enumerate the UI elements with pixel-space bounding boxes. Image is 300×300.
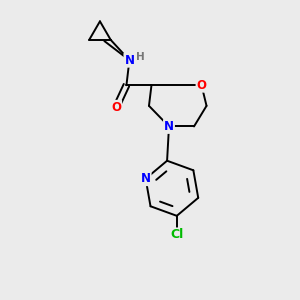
Text: N: N <box>124 54 134 67</box>
Text: N: N <box>141 172 151 185</box>
Text: N: N <box>164 120 174 133</box>
Text: Cl: Cl <box>170 229 183 242</box>
Text: O: O <box>196 79 206 92</box>
Text: O: O <box>111 101 121 114</box>
Text: H: H <box>136 52 145 62</box>
